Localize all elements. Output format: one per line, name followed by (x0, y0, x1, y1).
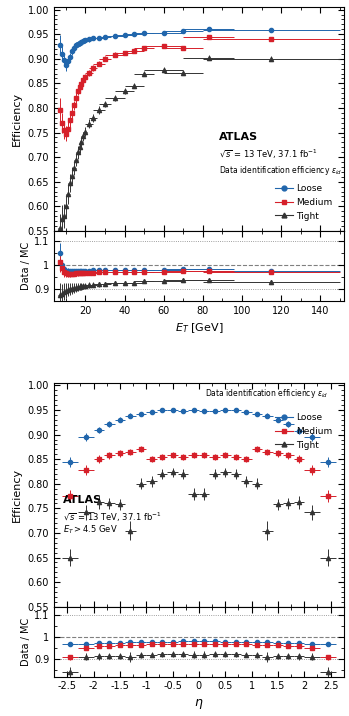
Text: Data identification efficiency $\varepsilon_{id}$: Data identification efficiency $\varepsi… (205, 387, 328, 400)
Text: $E_T>4.5$ GeV: $E_T>4.5$ GeV (63, 524, 118, 536)
Text: Data identification efficiency $\varepsilon_{id}$: Data identification efficiency $\varepsi… (219, 164, 342, 177)
Y-axis label: Data / MC: Data / MC (21, 242, 31, 290)
Text: ATLAS: ATLAS (63, 495, 102, 505)
X-axis label: $\eta$: $\eta$ (194, 697, 204, 711)
Legend: Loose, Medium, Tight: Loose, Medium, Tight (271, 181, 336, 224)
Y-axis label: Data / MC: Data / MC (21, 617, 31, 666)
Text: $\sqrt{s}$ = 13 TeV, 37.1 fb$^{-1}$: $\sqrt{s}$ = 13 TeV, 37.1 fb$^{-1}$ (219, 148, 318, 162)
Y-axis label: Efficiency: Efficiency (12, 92, 22, 146)
Y-axis label: Efficiency: Efficiency (12, 468, 22, 522)
Legend: Loose, Medium, Tight: Loose, Medium, Tight (271, 410, 336, 453)
X-axis label: $E_T$ [GeV]: $E_T$ [GeV] (175, 321, 223, 335)
Text: $\sqrt{s}$ = 13 TeV, 37.1 fb$^{-1}$: $\sqrt{s}$ = 13 TeV, 37.1 fb$^{-1}$ (63, 511, 161, 524)
Text: ATLAS: ATLAS (219, 132, 258, 142)
